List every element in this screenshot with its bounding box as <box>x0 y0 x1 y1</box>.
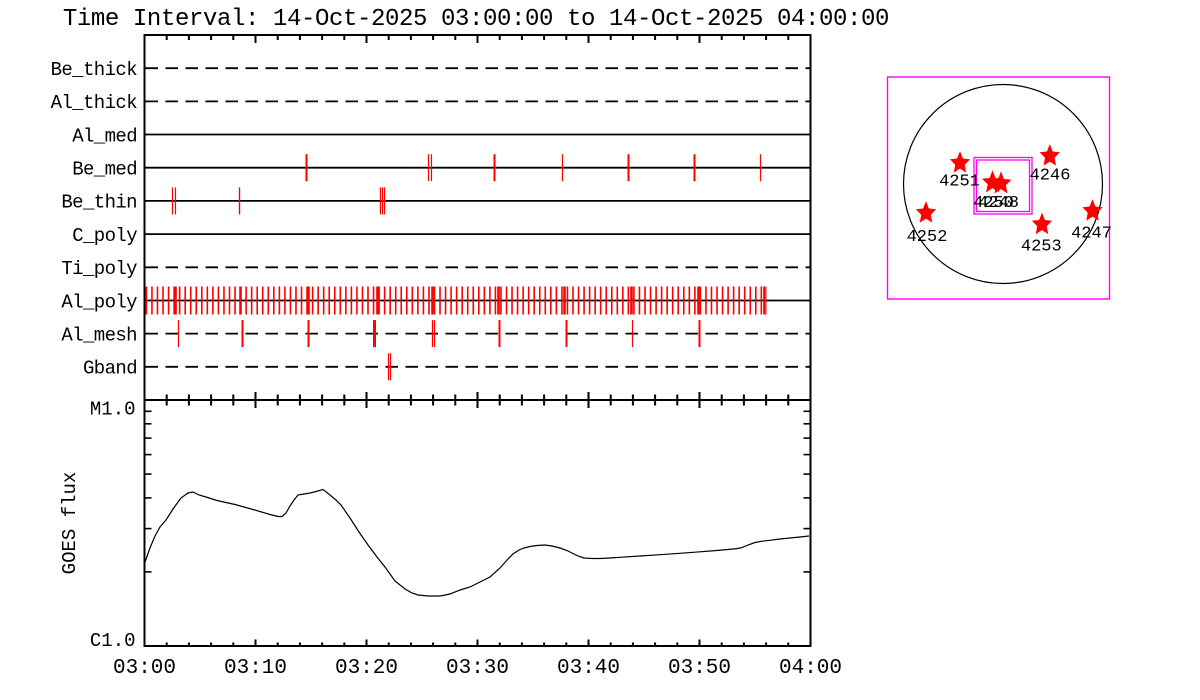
svg-text:Ti_poly: Ti_poly <box>61 258 137 280</box>
svg-text:Be_med: Be_med <box>72 159 137 181</box>
svg-text:Be_thick: Be_thick <box>51 59 138 81</box>
svg-text:4253: 4253 <box>1021 237 1062 256</box>
svg-text:4250: 4250 <box>973 194 1014 213</box>
svg-text:04:00: 04:00 <box>779 657 842 680</box>
svg-text:Al_poly: Al_poly <box>61 291 137 313</box>
svg-text:03:40: 03:40 <box>557 657 620 680</box>
svg-text:C1.0: C1.0 <box>90 630 136 652</box>
svg-text:Be_thin: Be_thin <box>61 192 137 214</box>
svg-text:M1.0: M1.0 <box>90 399 136 421</box>
svg-text:GOES flux: GOES flux <box>59 472 81 575</box>
svg-text:03:10: 03:10 <box>224 657 287 680</box>
svg-text:Al_mesh: Al_mesh <box>61 324 137 346</box>
svg-text:4248: 4248 <box>978 194 1019 213</box>
svg-text:4252: 4252 <box>907 228 948 247</box>
svg-text:03:00: 03:00 <box>113 657 176 680</box>
svg-text:03:50: 03:50 <box>668 657 731 680</box>
svg-text:03:20: 03:20 <box>335 657 398 680</box>
svg-text:4247: 4247 <box>1071 225 1112 244</box>
svg-text:Al_thick: Al_thick <box>51 92 138 114</box>
svg-text:4251: 4251 <box>939 173 980 192</box>
svg-text:03:30: 03:30 <box>446 657 509 680</box>
svg-text:C_poly: C_poly <box>72 225 137 247</box>
svg-text:Gband: Gband <box>83 358 137 380</box>
svg-text:4246: 4246 <box>1030 167 1071 186</box>
svg-text:Time Interval: 14-Oct-2025 03:: Time Interval: 14-Oct-2025 03:00:00 to 1… <box>63 6 889 33</box>
svg-text:Al_med: Al_med <box>72 125 137 147</box>
